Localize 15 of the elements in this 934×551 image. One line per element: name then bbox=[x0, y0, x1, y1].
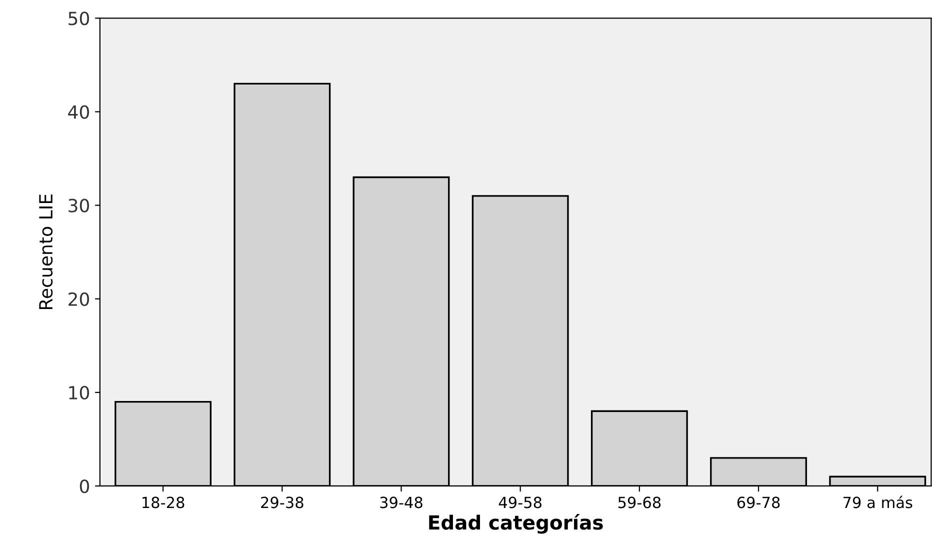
x-tick-label: 59-68 bbox=[618, 496, 661, 508]
y-tick-label: 30 bbox=[68, 198, 90, 212]
x-tick-label: 79 a más bbox=[844, 496, 912, 508]
y-tick-label: 0 bbox=[80, 479, 90, 494]
y-tick-label: 10 bbox=[69, 386, 90, 400]
y-tick-label: 40 bbox=[68, 105, 90, 119]
x-tick-label: 39-48 bbox=[380, 496, 422, 508]
y-tick-label: 20 bbox=[68, 292, 90, 306]
x-tick-label: 69-78 bbox=[737, 496, 780, 508]
x-tick-label: 29-38 bbox=[261, 496, 304, 508]
x-axis-title: Edad categorías bbox=[429, 514, 603, 534]
x-tick-label: 49-58 bbox=[498, 496, 542, 508]
y-tick-label: 50 bbox=[68, 12, 90, 26]
x-tick-label: 18-28 bbox=[142, 496, 184, 508]
y-axis-title: Recuento LIE bbox=[39, 194, 53, 310]
